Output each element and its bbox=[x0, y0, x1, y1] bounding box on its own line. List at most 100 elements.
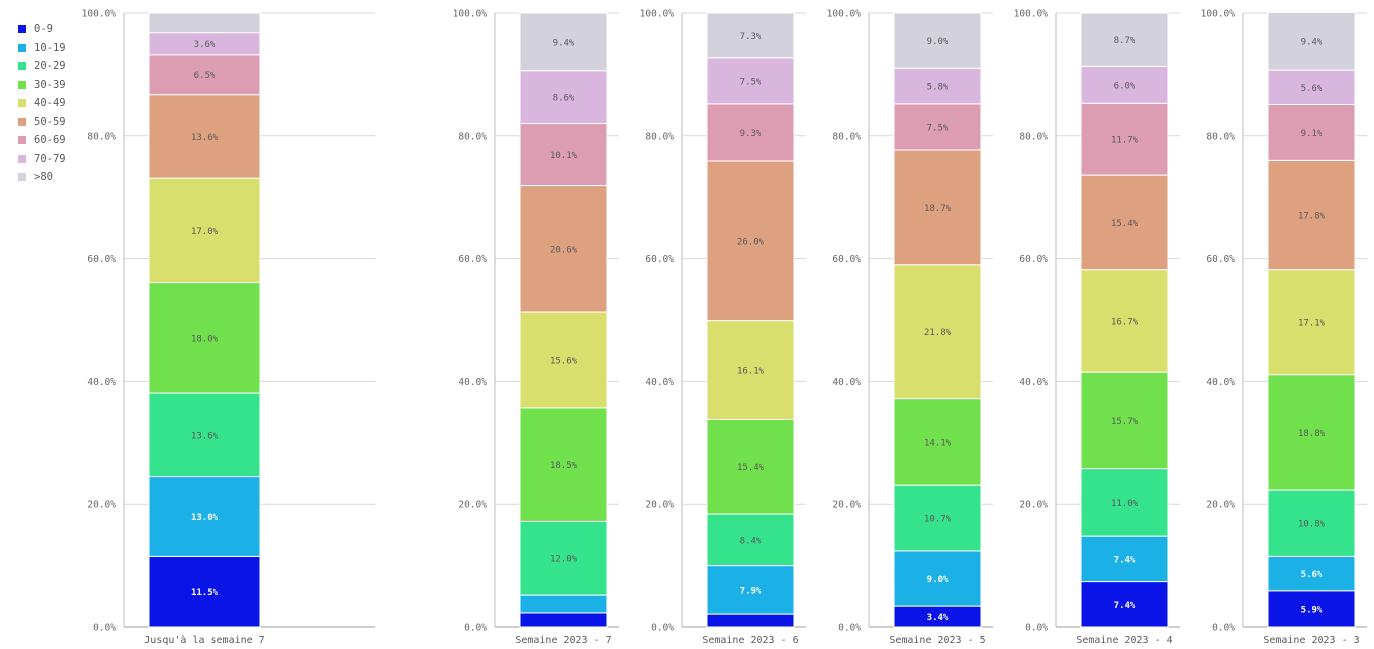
legend-item-2[interactable]: 20-29 bbox=[18, 57, 66, 76]
bar-segment bbox=[148, 177, 261, 284]
bar-data-label: 15.6% bbox=[550, 356, 578, 366]
y-tick-label: 60.0% bbox=[1206, 254, 1235, 265]
y-tick-label: 100.0% bbox=[82, 9, 117, 20]
legend-label: 30-39 bbox=[34, 78, 66, 91]
legend-label: 70-79 bbox=[34, 152, 66, 165]
bar-segment bbox=[1267, 590, 1356, 628]
bar-segment bbox=[148, 282, 261, 394]
bar-data-label: 11.7% bbox=[1111, 136, 1139, 146]
bar-data-label: 18.0% bbox=[191, 334, 219, 344]
bar-data-label: 17.8% bbox=[1298, 212, 1326, 222]
bar-data-label: 15.4% bbox=[737, 463, 765, 473]
y-tick-label: 80.0% bbox=[87, 131, 116, 142]
y-tick-label: 100.0% bbox=[1014, 9, 1049, 20]
legend-swatch bbox=[18, 25, 26, 34]
legend-label: 60-69 bbox=[34, 134, 66, 147]
bar-data-label: 6.0% bbox=[1114, 81, 1136, 91]
bar-segment bbox=[706, 565, 795, 615]
bar-segment bbox=[706, 160, 795, 322]
bar-data-label: 13.0% bbox=[191, 513, 219, 523]
bar-segment bbox=[519, 185, 608, 313]
bar-data-label: 7.9% bbox=[740, 586, 762, 596]
y-tick-label: 100.0% bbox=[827, 9, 862, 20]
y-tick-label: 0.0% bbox=[838, 623, 861, 634]
y-tick-label: 40.0% bbox=[832, 377, 861, 388]
y-tick-label: 40.0% bbox=[458, 377, 487, 388]
legend-label: 20-29 bbox=[34, 60, 66, 73]
y-tick-label: 100.0% bbox=[453, 9, 488, 20]
bar-segment bbox=[1267, 489, 1356, 557]
y-tick-label: 20.0% bbox=[832, 500, 861, 511]
y-tick-label: 80.0% bbox=[645, 131, 674, 142]
bar-data-label: 3.4% bbox=[927, 613, 949, 623]
bar-segment bbox=[519, 612, 608, 628]
legend-swatch bbox=[18, 173, 26, 182]
bar-data-label: 5.6% bbox=[1301, 570, 1323, 580]
bar-data-label: 16.7% bbox=[1111, 317, 1139, 327]
legend-item-6[interactable]: 60-69 bbox=[18, 131, 66, 150]
bar-segment bbox=[1080, 468, 1169, 537]
legend-swatch bbox=[18, 80, 26, 89]
bar-data-label: 8.6% bbox=[553, 94, 575, 104]
bar-data-label: 9.1% bbox=[1301, 129, 1323, 139]
bar-segment bbox=[148, 54, 261, 96]
bar-segment bbox=[1080, 102, 1169, 176]
bar-data-label: 11.5% bbox=[191, 588, 219, 598]
legend-item-0[interactable]: 0-9 bbox=[18, 20, 66, 39]
bar-data-label: 7.5% bbox=[740, 77, 762, 87]
y-tick-label: 80.0% bbox=[458, 131, 487, 142]
bar-data-label: 18.7% bbox=[924, 204, 952, 214]
legend-label: 10-19 bbox=[34, 41, 66, 54]
y-tick-label: 100.0% bbox=[1201, 9, 1236, 20]
bar-data-label: 12.0% bbox=[550, 555, 578, 565]
bar-data-label: 13.6% bbox=[191, 133, 219, 143]
bar-data-label: 18.8% bbox=[1298, 429, 1326, 439]
bar-data-label: 26.0% bbox=[737, 237, 765, 247]
y-tick-label: 60.0% bbox=[1019, 254, 1048, 265]
legend-swatch bbox=[18, 117, 26, 126]
legend: 0-9 10-19 20-29 30-39 40-49 50-59 60-69 … bbox=[18, 20, 66, 187]
bar-segment bbox=[519, 311, 608, 409]
bar-data-label: 9.0% bbox=[927, 37, 949, 47]
legend-item-5[interactable]: 50-59 bbox=[18, 113, 66, 132]
bar-segment bbox=[148, 12, 261, 34]
y-tick-label: 60.0% bbox=[87, 254, 116, 265]
bar-data-label: 9.0% bbox=[927, 575, 949, 585]
x-category-label: Semaine 2023 - 5 bbox=[889, 635, 985, 646]
bar-segment bbox=[519, 594, 608, 614]
legend-item-8[interactable]: >80 bbox=[18, 168, 66, 187]
bar-data-label: 9.3% bbox=[740, 129, 762, 139]
y-tick-label: 20.0% bbox=[1206, 500, 1235, 511]
bar-data-label: 18.5% bbox=[550, 461, 578, 471]
legend-item-1[interactable]: 10-19 bbox=[18, 39, 66, 58]
y-tick-label: 20.0% bbox=[458, 500, 487, 511]
y-tick-label: 20.0% bbox=[1019, 500, 1048, 511]
y-tick-label: 60.0% bbox=[832, 254, 861, 265]
y-tick-label: 40.0% bbox=[1206, 377, 1235, 388]
legend-item-3[interactable]: 30-39 bbox=[18, 76, 66, 95]
chart-panel-0: 0.0% 20.0% 40.0% 60.0% 80.0% 100.0% 11.5% 13.0%… bbox=[82, 9, 375, 646]
y-tick-label: 20.0% bbox=[87, 500, 116, 511]
bar-segment bbox=[893, 264, 982, 400]
bar-segment bbox=[893, 484, 982, 552]
bar-data-label: 8.7% bbox=[1114, 36, 1136, 46]
bar-segment bbox=[1267, 555, 1356, 592]
bar-segment bbox=[706, 418, 795, 515]
y-tick-label: 100.0% bbox=[640, 9, 675, 20]
legend-swatch bbox=[18, 154, 26, 163]
bar-data-label: 7.3% bbox=[740, 32, 762, 42]
bar-segment bbox=[1080, 581, 1169, 628]
y-tick-label: 80.0% bbox=[832, 131, 861, 142]
legend-swatch bbox=[18, 43, 26, 52]
chart-panel-4: 0.0% 20.0% 40.0% 60.0% 80.0% 100.0% 7.4% 7.4% 11… bbox=[1014, 9, 1180, 646]
bar-segment bbox=[519, 407, 608, 522]
bar-data-label: 10.7% bbox=[924, 515, 952, 525]
bar-data-label: 9.4% bbox=[1301, 38, 1323, 48]
y-tick-label: 0.0% bbox=[464, 623, 487, 634]
legend-item-4[interactable]: 40-49 bbox=[18, 94, 66, 113]
bar-segment bbox=[893, 398, 982, 486]
legend-item-7[interactable]: 70-79 bbox=[18, 150, 66, 169]
y-tick-label: 0.0% bbox=[1212, 623, 1235, 634]
y-tick-label: 20.0% bbox=[645, 500, 674, 511]
bar-segment bbox=[1080, 65, 1169, 104]
